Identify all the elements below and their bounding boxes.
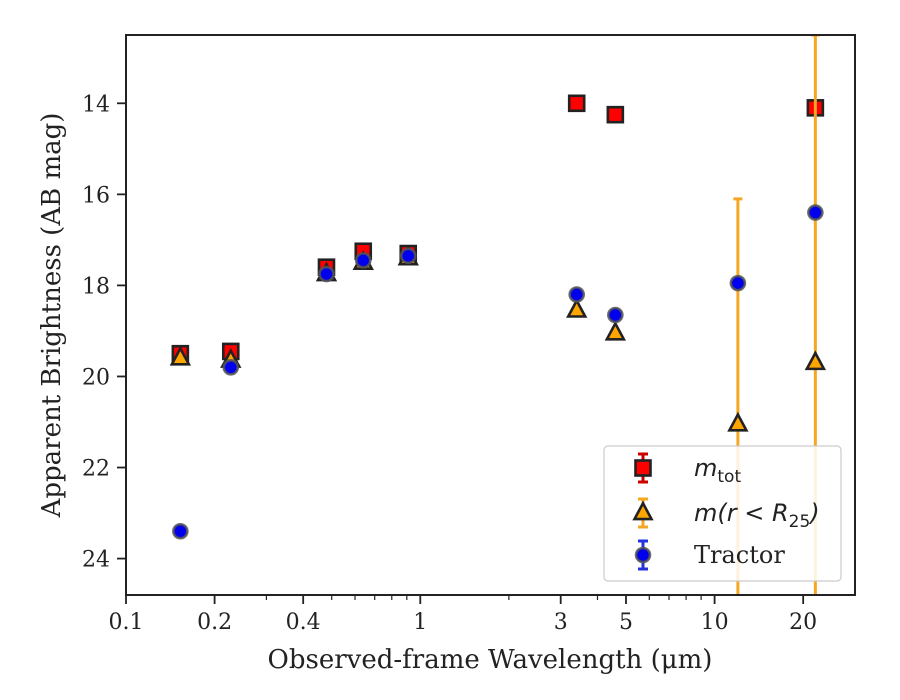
- data-point-circle: [807, 204, 824, 221]
- data-point-circle: [568, 286, 586, 303]
- x-tick-label: 10: [701, 610, 729, 635]
- data-point-circle: [172, 522, 189, 540]
- legend-label: Tractor: [694, 541, 785, 569]
- y-tick-label: 24: [82, 548, 110, 573]
- y-axis-label: Apparent Brightness (AB mag): [37, 113, 67, 519]
- y-tick-label: 16: [82, 183, 110, 208]
- data-point-triangle: [169, 345, 192, 366]
- legend: mtot m(r < R25) Tractor: [603, 445, 842, 582]
- y-tick-label: 14: [82, 92, 110, 117]
- data-point-circle: [607, 306, 624, 324]
- data-point-circle: [222, 359, 240, 376]
- x-tick-label: 20: [789, 610, 817, 635]
- legend-label: m(r < R25): [694, 499, 820, 532]
- x-tick-label: 5: [619, 610, 633, 635]
- y-tick-label: 20: [82, 365, 110, 390]
- data-point-circle: [729, 274, 747, 292]
- data-point-circle: [318, 265, 335, 283]
- axes: 0.1 0.2 0.4 1 3 5 10 20 14 16 18 20 22 24: [82, 34, 856, 635]
- x-axis-label: Observed-frame Wavelength (μm): [268, 645, 713, 675]
- data-point-triangle: [566, 297, 588, 318]
- plot-frame: [125, 34, 856, 596]
- x-tick-label: 0.4: [286, 610, 321, 635]
- data-point-square: [567, 94, 586, 113]
- legend-marker-circle: [634, 546, 652, 564]
- series-circle: [172, 204, 824, 540]
- legend-label: mtot: [694, 454, 741, 487]
- x-tick-label: 3: [554, 610, 568, 635]
- legend-marker-triangle: [632, 500, 654, 521]
- legend-box: [603, 445, 842, 582]
- data-point-circle: [399, 247, 417, 265]
- y-tick-label: 18: [82, 274, 110, 299]
- data-point-circle: [354, 252, 372, 269]
- data-point-square: [606, 105, 625, 124]
- data-point-triangle: [604, 320, 627, 341]
- data-point-triangle: [804, 350, 827, 371]
- x-tick-label: 0.1: [109, 610, 144, 635]
- plot-area: [169, 35, 827, 595]
- x-tick-label: 0.2: [197, 610, 232, 635]
- legend-marker-square: [634, 459, 652, 477]
- data-point-triangle: [727, 411, 749, 432]
- x-tick-label: 1: [413, 610, 427, 635]
- y-tick-label: 22: [82, 457, 110, 482]
